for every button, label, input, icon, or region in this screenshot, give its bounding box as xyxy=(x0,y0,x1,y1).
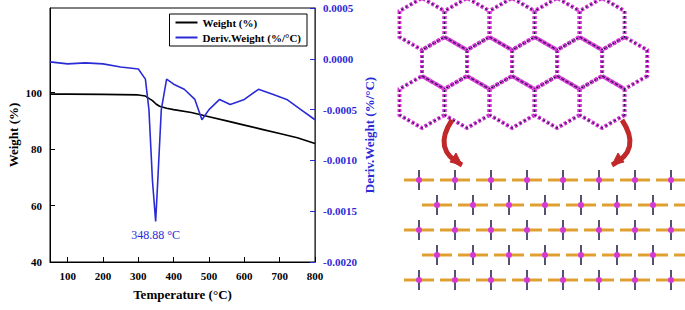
svg-text:60: 60 xyxy=(31,200,43,212)
svg-text:800: 800 xyxy=(307,270,324,282)
svg-text:-0.0015: -0.0015 xyxy=(323,205,357,217)
svg-text:40: 40 xyxy=(31,256,43,268)
svg-text:100: 100 xyxy=(26,87,43,99)
svg-text:200: 200 xyxy=(95,270,112,282)
svg-text:600: 600 xyxy=(236,270,253,282)
svg-text:400: 400 xyxy=(165,270,182,282)
svg-text:Weight (%): Weight (%) xyxy=(203,17,258,30)
svg-text:-0.0020: -0.0020 xyxy=(323,256,357,268)
svg-text:348.88 °C: 348.88 °C xyxy=(131,228,180,242)
svg-text:Deriv.Weight (%/°C): Deriv.Weight (%/°C) xyxy=(203,32,302,45)
svg-text:300: 300 xyxy=(130,270,147,282)
svg-text:500: 500 xyxy=(201,270,218,282)
svg-text:Temperature (°C): Temperature (°C) xyxy=(133,287,232,302)
svg-text:-0.0005: -0.0005 xyxy=(323,104,357,116)
svg-text:Deriv.Weight (%/°C): Deriv.Weight (%/°C) xyxy=(362,77,377,193)
svg-text:0.0005: 0.0005 xyxy=(323,2,354,14)
svg-text:-0.0010: -0.0010 xyxy=(323,154,357,166)
svg-text:Weight (%): Weight (%) xyxy=(6,103,21,168)
svg-text:100: 100 xyxy=(59,270,76,282)
svg-text:700: 700 xyxy=(271,270,288,282)
svg-text:80: 80 xyxy=(31,143,43,155)
svg-text:0.0000: 0.0000 xyxy=(323,53,354,65)
